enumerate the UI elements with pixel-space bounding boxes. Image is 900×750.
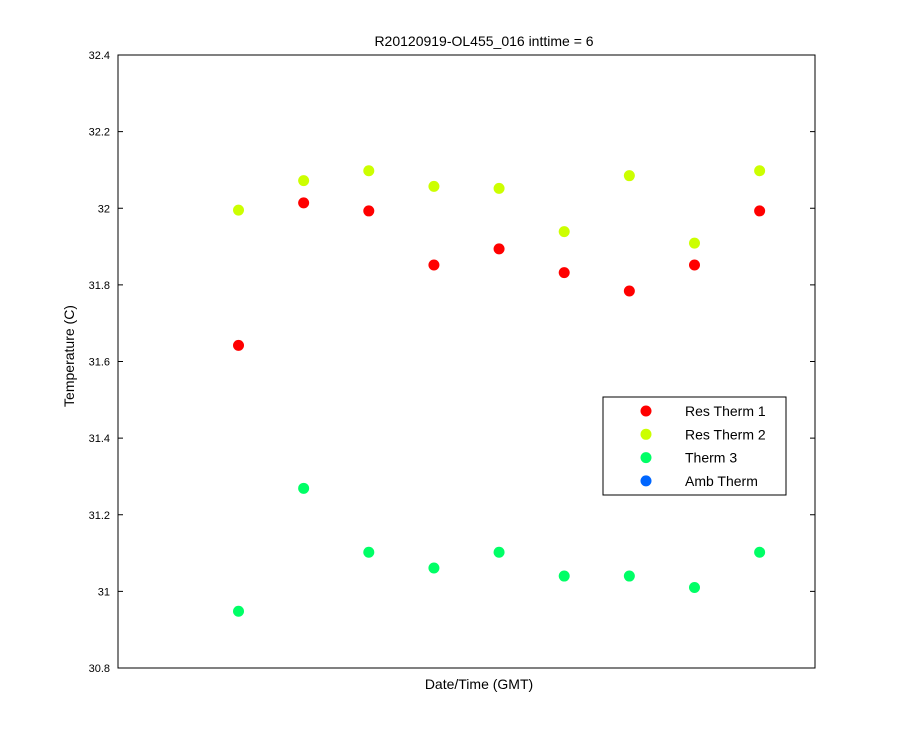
data-point-res-therm-1	[233, 339, 245, 351]
data-point-res-therm-1	[298, 197, 310, 209]
data-point-res-therm-1	[428, 259, 440, 271]
data-point-res-therm-2	[623, 170, 635, 182]
y-tick-label: 30.8	[89, 663, 110, 675]
y-tick-label: 31.6	[89, 357, 110, 369]
y-axis-ticks: 30.8 31 31.2 31.4 31.6 31.8 32 32.2 32.4	[89, 50, 815, 675]
y-tick-label: 31	[98, 586, 110, 598]
data-points	[233, 165, 766, 617]
data-point-therm-3	[233, 605, 245, 617]
data-point-res-therm-2	[428, 180, 440, 192]
plot-frame	[117, 54, 816, 669]
legend-label: Res Therm 2	[685, 426, 766, 442]
data-point-therm-3	[623, 570, 635, 582]
legend-marker	[640, 428, 652, 440]
data-point-res-therm-2	[754, 165, 766, 177]
data-point-res-therm-2	[298, 175, 310, 187]
y-tick-label: 32.4	[89, 50, 110, 62]
legend-box	[602, 396, 787, 496]
data-point-therm-3	[428, 562, 440, 574]
data-point-therm-3	[558, 570, 570, 582]
data-point-res-therm-2	[233, 204, 245, 216]
legend: Res Therm 1 Res Therm 2 Therm 3 Amb Therm	[602, 396, 787, 496]
y-tick-label: 31.2	[89, 510, 110, 522]
y-axis-title: Temperature (C)	[61, 305, 77, 407]
legend-marker	[640, 405, 652, 417]
data-point-res-therm-1	[558, 267, 570, 279]
data-point-therm-3	[688, 582, 700, 594]
legend-label: Amb Therm	[685, 473, 758, 489]
y-tick-label: 32	[98, 203, 110, 215]
data-point-therm-3	[363, 546, 375, 558]
data-point-res-therm-2	[363, 165, 375, 177]
y-tick-label: 31.4	[89, 433, 110, 445]
plot-area	[117, 54, 816, 669]
data-point-res-therm-1	[754, 205, 766, 217]
data-point-therm-3	[754, 546, 766, 558]
data-point-res-therm-2	[558, 226, 570, 238]
data-point-res-therm-1	[623, 285, 635, 297]
legend-label: Res Therm 1	[685, 403, 766, 419]
y-tick-label: 32.2	[89, 127, 110, 139]
y-tick-label: 31.8	[89, 280, 110, 292]
data-point-therm-3	[298, 482, 310, 494]
data-point-res-therm-2	[493, 182, 505, 194]
legend-label: Therm 3	[685, 450, 737, 466]
data-point-res-therm-2	[688, 237, 700, 249]
data-point-therm-3	[493, 546, 505, 558]
legend-marker	[640, 475, 652, 487]
legend-marker	[640, 452, 652, 464]
data-point-res-therm-1	[493, 243, 505, 255]
data-point-res-therm-1	[363, 205, 375, 217]
chart-title: R20120919-OL455_016 inttime = 6	[374, 33, 593, 49]
x-axis-title: Date/Time (GMT)	[425, 676, 533, 692]
data-point-res-therm-1	[688, 259, 700, 271]
